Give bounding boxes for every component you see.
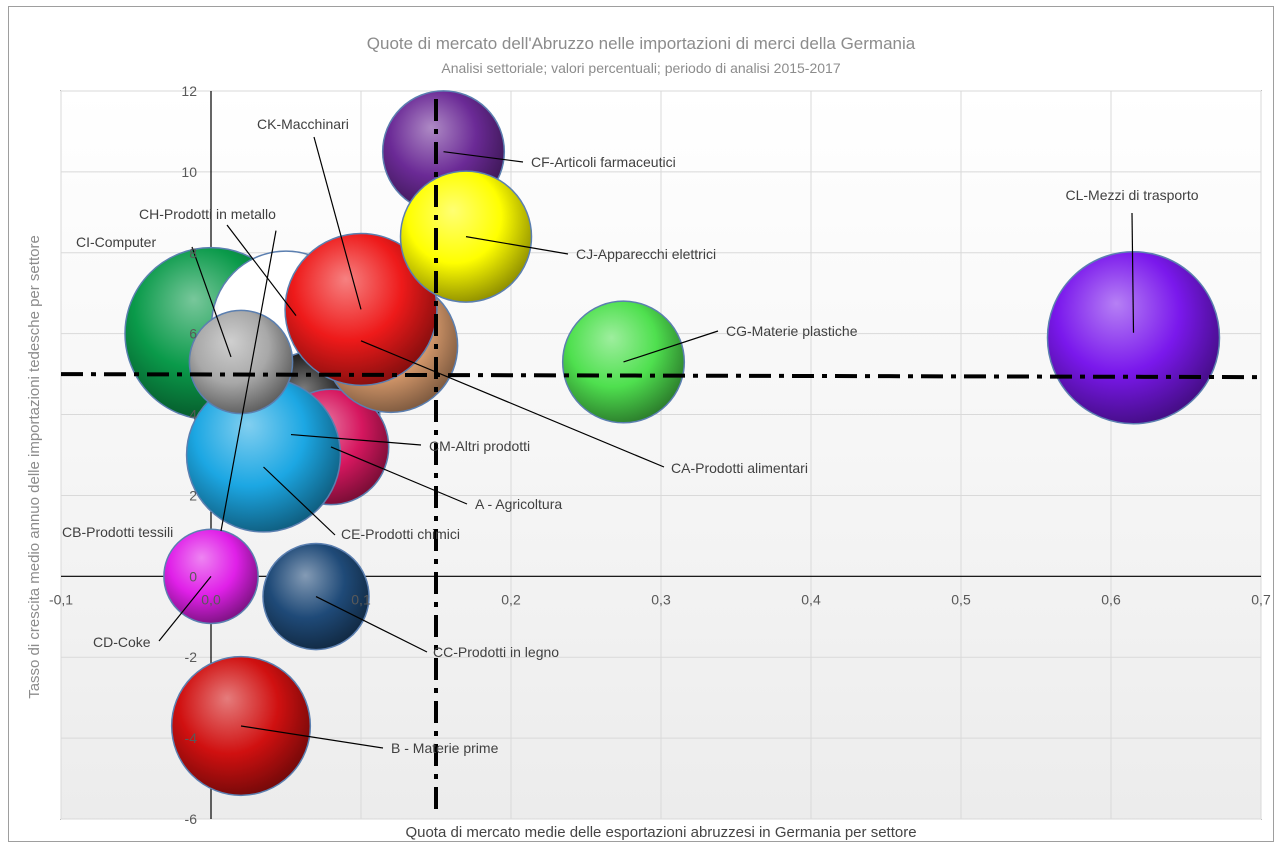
x-tick-label: 0,2 <box>501 591 521 607</box>
bubble-ci-computer <box>188 309 294 415</box>
bubble-label: CM-Altri prodotti <box>429 438 530 454</box>
x-tick-label: 0,6 <box>1101 591 1121 607</box>
leader-line <box>226 224 297 316</box>
bubble-cl-mezzi-di-trasporto <box>1046 250 1221 425</box>
y-tick-label: 2 <box>189 487 197 503</box>
leader-line <box>191 246 232 358</box>
leader-line <box>158 575 212 642</box>
y-tick-label: 4 <box>189 407 197 423</box>
leader-line <box>290 433 422 446</box>
y-tick-label: 6 <box>189 326 197 342</box>
leader-line <box>330 446 468 505</box>
bubble-label: CE-Prodotti chimici <box>341 526 460 542</box>
bubble-label: CK-Macchinari <box>257 116 349 132</box>
x-tick-label: 0,0 <box>201 591 221 607</box>
leader-line <box>240 725 384 749</box>
leader-line <box>263 466 336 536</box>
bubble-chart: CB-Prodotti tessili CH-Prodotti in metall… <box>26 34 1271 841</box>
bubble-label: CF-Articoli farmaceutici <box>531 154 676 170</box>
x-tick-label: 0,1 <box>351 591 371 607</box>
y-tick-label: 12 <box>181 83 197 99</box>
bubble-label: CH-Prodotti in metallo <box>139 206 276 222</box>
y-axis-title: Tasso di crescita medio annuo delle impo… <box>26 235 43 699</box>
bubble-label: CD-Coke <box>93 634 151 650</box>
bubble-label: CB-Prodotti tessili <box>62 524 173 540</box>
bubble-label: CC-Prodotti in legno <box>433 644 559 660</box>
leader-line <box>220 230 277 532</box>
bubble-label: B - Materie prime <box>391 740 499 756</box>
leader-line <box>1131 212 1135 333</box>
y-tick-label: 0 <box>189 568 197 584</box>
chart-frame: CB-Prodotti tessili CH-Prodotti in metall… <box>8 6 1274 842</box>
x-tick-label: -0,1 <box>49 591 73 607</box>
chart-title: Quote di mercato dell'Abruzzo nelle impo… <box>367 34 916 53</box>
bubble-label: CI-Computer <box>76 234 156 250</box>
leader-line <box>313 136 362 310</box>
leader-line <box>315 596 428 653</box>
x-tick-label: 0,7 <box>1251 591 1271 607</box>
bubble-label: A - Agricoltura <box>475 496 562 512</box>
bubble-label: CJ-Apparecchi elettrici <box>576 246 716 262</box>
x-tick-label: 0,3 <box>651 591 671 607</box>
leader-line <box>623 330 719 363</box>
leader-line <box>360 340 665 468</box>
bubble-label: CA-Prodotti alimentari <box>671 460 808 476</box>
bubble-cj-apparecchi-elettrici <box>399 170 533 303</box>
y-tick-label: 10 <box>181 164 197 180</box>
bubble-label: CG-Materie plastiche <box>726 323 858 339</box>
y-tick-label: -6 <box>185 811 198 827</box>
chart-subtitle: Analisi settoriale; valori percentuali; … <box>441 60 840 76</box>
y-tick-label: 8 <box>189 245 197 261</box>
x-axis-title: Quota di mercato medie delle esportazion… <box>405 824 916 841</box>
bubble-label: CL-Mezzi di trasporto <box>1065 187 1198 203</box>
y-tick-label: -4 <box>185 730 198 746</box>
reference-line-y <box>60 372 1262 380</box>
leader-line <box>465 236 569 255</box>
x-tick-label: 0,5 <box>951 591 971 607</box>
x-tick-label: 0,4 <box>801 591 821 607</box>
y-tick-label: -2 <box>185 649 198 665</box>
leader-line <box>443 151 524 163</box>
